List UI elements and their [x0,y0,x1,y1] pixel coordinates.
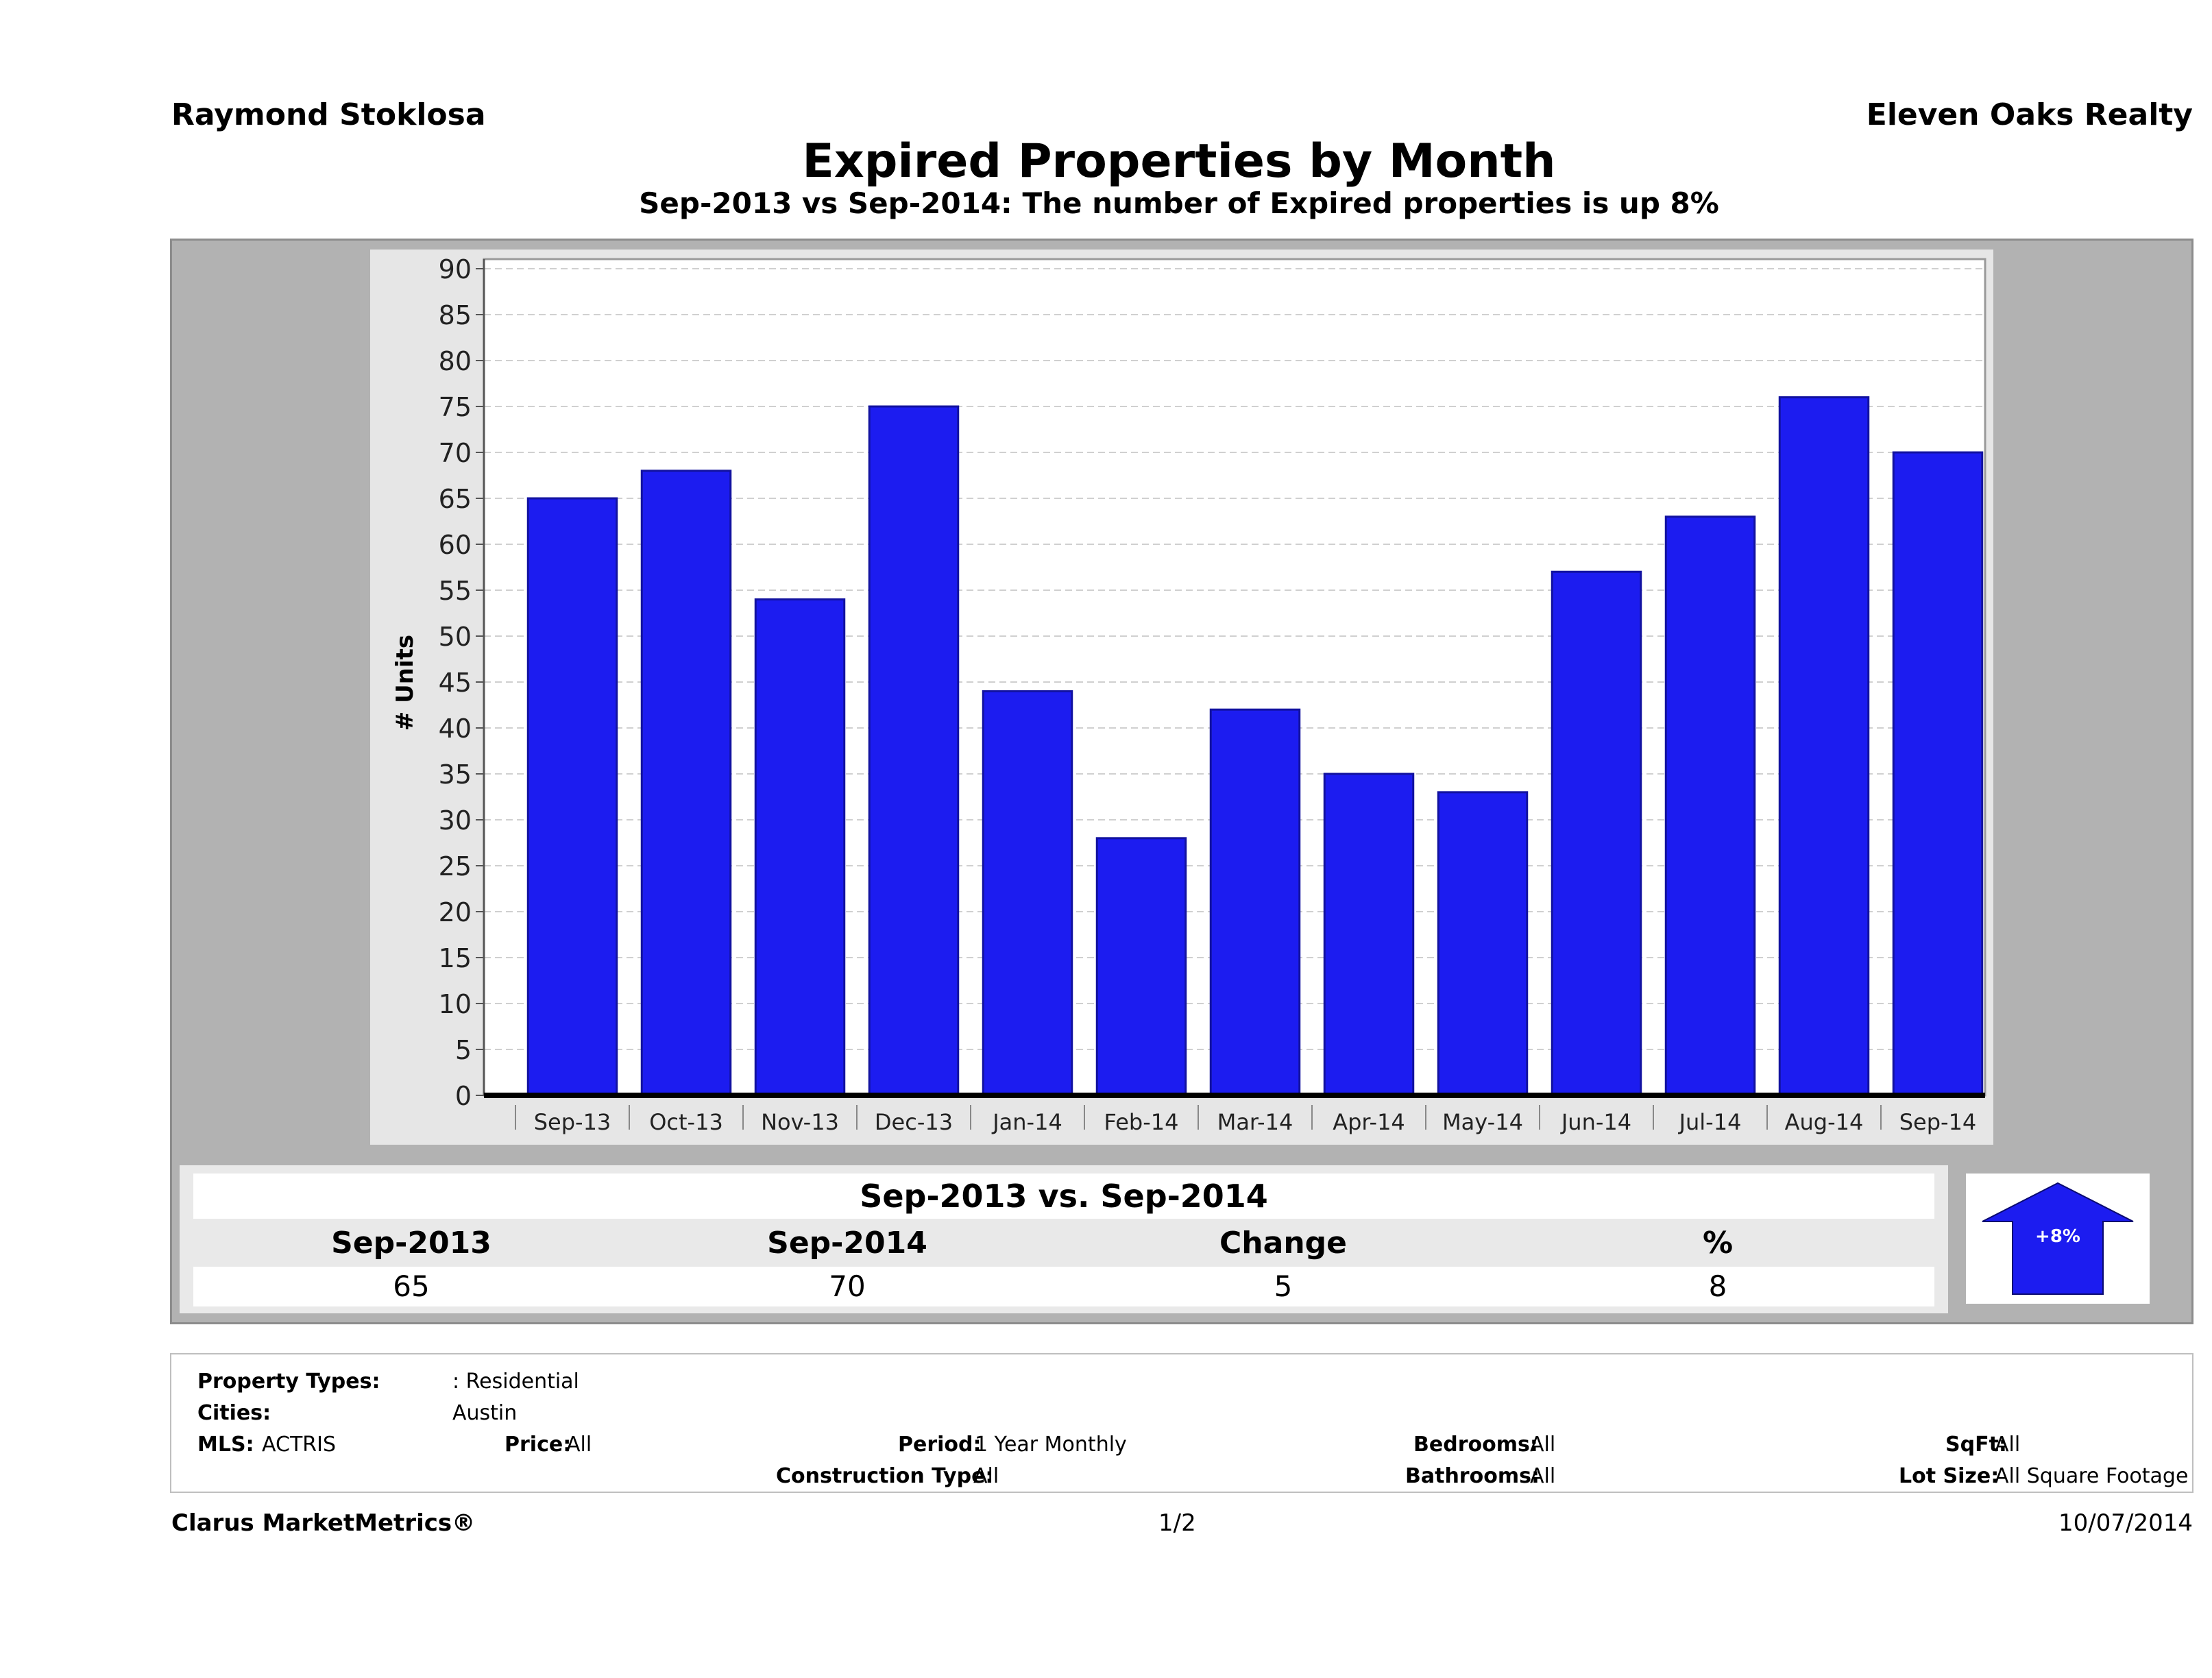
bar-sep-14 [1892,451,1984,1097]
change-badge-label: +8% [2035,1226,2080,1247]
y-tick-label: 30 [439,805,472,836]
x-tick-label: Feb-14 [1104,1109,1179,1135]
bar-dec-13 [868,405,960,1097]
x-tick-label: Oct-13 [649,1109,723,1135]
footer-page-number: 1/2 [1158,1509,1196,1537]
x-tick-label: May-14 [1442,1109,1523,1135]
period-label: Period: [898,1433,982,1457]
summary-value-sep-2013: 65 [393,1269,430,1303]
bar-chart: 0 5 10 15 20 25 30 35 40 45 50 55 60 65 70 75 80 85 90 Sep-… [391,254,1986,1135]
y-tick-label: 20 [439,897,472,927]
sqft-label: SqFt: [1945,1433,2007,1457]
bar-nov-13 [754,598,846,1097]
property-types-label: Property Types: [197,1370,380,1394]
mls-value: ACTRIS [262,1433,337,1457]
x-tick-label: Dec-13 [875,1109,953,1135]
summary-title: Sep-2013 vs. Sep-2014 [193,1174,1934,1219]
cities-label: Cities: [197,1401,271,1425]
summary-value-percent: 8 [1708,1269,1727,1303]
summary-header-sep-2013: Sep-2013 [331,1226,491,1261]
construction-type-label: Construction Type: [776,1464,994,1488]
y-tick-label: 60 [439,530,472,560]
up-arrow-icon: +8% [1982,1182,2134,1295]
y-tick-label: 35 [439,759,472,790]
cities-value: Austin [452,1401,518,1425]
bar-sep-13 [526,497,618,1097]
chart-title: Expired Properties by Month [802,134,1556,189]
x-tick-label: Mar-14 [1217,1109,1293,1135]
y-tick-label: 90 [439,254,472,284]
bar-jun-14 [1551,570,1642,1097]
change-badge-box: +8% [1966,1174,2150,1304]
bar-feb-14 [1095,837,1187,1097]
y-tick-label: 70 [439,438,472,468]
y-tick-label: 0 [455,1081,472,1111]
bathrooms-value: All [1530,1464,1556,1488]
x-tick-label: Sep-13 [534,1109,611,1135]
x-tick-label: Sep-14 [1899,1109,1977,1135]
company-name: Eleven Oaks Realty [1866,97,2193,132]
x-tick-label: Jul-14 [1678,1109,1742,1135]
price-label: Price: [505,1433,572,1457]
bar-jul-14 [1664,515,1756,1097]
y-tick-label: 85 [439,300,472,330]
summary-value-sep-2014: 70 [829,1269,866,1303]
x-tick-label: Jun-14 [1560,1109,1631,1135]
y-tick-label: 55 [439,576,472,606]
y-tick-label: 25 [439,851,472,881]
y-tick-label: 15 [439,943,472,973]
y-tick-label: 10 [439,989,472,1019]
summary-header-percent: % [1702,1226,1734,1261]
x-tick-label: Jan-14 [991,1109,1062,1135]
y-tick-label: 80 [439,346,472,376]
summary-value-change: 5 [1274,1269,1293,1303]
summary-values-row [193,1267,1934,1306]
property-types-value: : Residential [452,1370,579,1394]
footer-date: 10/07/2014 [2058,1509,2193,1537]
chart-subtitle: Sep-2013 vs Sep-2014: The number of Expi… [639,186,1719,220]
bedrooms-value: All [1530,1433,1556,1457]
mls-label: MLS: [197,1433,254,1457]
x-tick-label: Apr-14 [1333,1109,1405,1135]
y-tick-label: 65 [439,484,472,514]
y-tick-label: 45 [439,668,472,698]
price-value: All [566,1433,592,1457]
filters-panel: Property Types: : Residential Cities: Au… [170,1353,2193,1493]
lot-size-value: All Square Footage [1995,1464,2189,1488]
x-tick-label: Aug-14 [1785,1109,1864,1135]
sqft-value: All [1995,1433,2021,1457]
agent-name: Raymond Stoklosa [171,97,486,132]
lot-size-label: Lot Size: [1899,1464,2000,1488]
bar-jan-14 [982,690,1073,1097]
y-tick-label: 75 [439,392,472,422]
y-axis-label: # Units [391,635,419,731]
bar-apr-14 [1323,773,1415,1097]
bar-may-14 [1437,791,1529,1097]
bar-mar-14 [1209,708,1301,1097]
y-tick-label: 5 [455,1035,472,1065]
y-tick-label: 40 [439,714,472,744]
bar-aug-14 [1778,396,1870,1097]
summary-header-change: Change [1219,1226,1347,1261]
construction-type-value: All [973,1464,999,1488]
x-tick-label: Nov-13 [761,1109,839,1135]
bathrooms-label: Bathrooms: [1405,1464,1540,1488]
period-value: 1 Year Monthly [975,1433,1127,1457]
bar-oct-13 [640,470,732,1097]
bedrooms-label: Bedrooms: [1413,1433,1538,1457]
footer-brand: Clarus MarketMetrics® [171,1509,476,1537]
y-tick-label: 50 [439,622,472,652]
summary-header-sep-2014: Sep-2014 [767,1226,927,1261]
